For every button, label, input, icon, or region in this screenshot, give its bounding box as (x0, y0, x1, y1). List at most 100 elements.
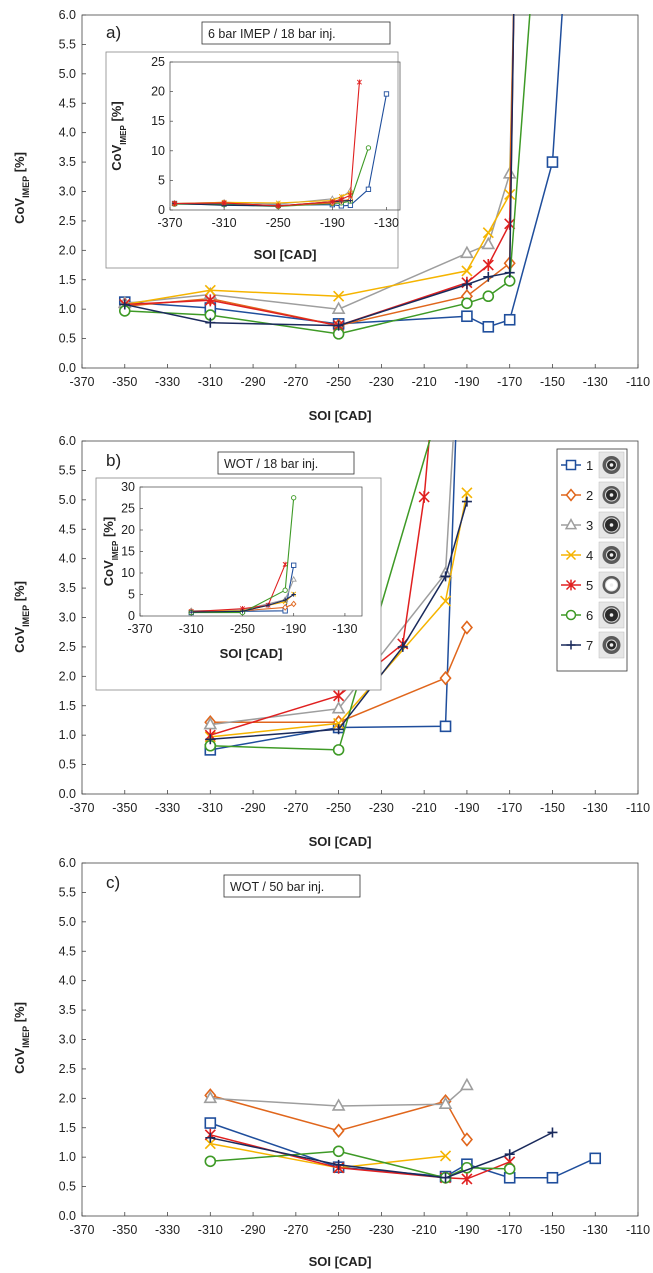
inset-x-axis-label: SOI [CAD] (254, 247, 317, 262)
inset-chart: 0 5 10 15 20 25 30 -370 -310 -250 -190 -130 SOI [CAD… (95, 477, 382, 691)
series-6-line (210, 440, 431, 751)
y-tick-label: 5.0 (59, 915, 76, 929)
legend-marker (565, 579, 577, 591)
y-tick-label: 1.5 (59, 699, 76, 713)
series-7-point (547, 1127, 558, 1138)
series-7-point (205, 734, 216, 745)
nozzle-hole (609, 583, 614, 587)
series-3-point (438, 1096, 453, 1110)
series-6-point (282, 587, 288, 593)
series-3-point (331, 701, 346, 714)
series-6-point (365, 145, 372, 151)
series-3-line (210, 1084, 468, 1107)
x-tick-label: -250 (326, 1223, 351, 1237)
x-tick-label: -330 (155, 375, 180, 389)
inset-y-tick-label: 15 (121, 545, 135, 559)
inset-x-tick-label: -130 (374, 216, 399, 230)
series-7-point (265, 603, 271, 608)
legend-marker (566, 640, 576, 650)
inset-box (95, 477, 382, 691)
series-6-point (461, 297, 473, 310)
series-5-point (282, 561, 288, 568)
y-tick-label: 3.0 (59, 1033, 76, 1047)
annotation-text: WOT / 50 bar inj. (230, 880, 324, 894)
series-5-point (204, 294, 216, 307)
legend-label: 3 (586, 518, 593, 533)
x-tick-label: -170 (497, 1223, 522, 1237)
series-3-point (460, 245, 474, 259)
y-tick-label: 0.5 (59, 758, 76, 772)
x-tick-label: -170 (497, 375, 522, 389)
x-tick-label: -130 (583, 375, 608, 389)
nozzle-7-icon (598, 631, 625, 659)
inset-y-tick-label: 10 (151, 144, 165, 158)
y-tick-label: 0.5 (59, 332, 76, 346)
nozzle-hole (609, 463, 614, 467)
annotation-box (217, 451, 355, 475)
legend-label: 6 (586, 608, 593, 623)
y-axis-label: CoVIMEP [%] (12, 152, 31, 224)
nozzle-2-icon (598, 481, 625, 509)
inset-y-tick-label: 15 (151, 114, 165, 128)
series-5-point (329, 199, 335, 205)
y-tick-label: 5.0 (59, 67, 76, 81)
legend-entry-2: 2 (561, 481, 625, 509)
series-5-point (221, 200, 227, 206)
y-tick-label: 2.0 (59, 1091, 76, 1105)
series-1-point (461, 310, 473, 323)
series-4-point (461, 487, 473, 499)
series-7 (205, 1127, 558, 1183)
annotation-box (201, 21, 391, 45)
x-tick-label: -170 (497, 801, 522, 815)
plot-frame (81, 862, 639, 1217)
series-3-point (203, 716, 218, 730)
series-6-point (332, 744, 345, 756)
y-tick-label: 1.0 (59, 302, 76, 316)
nozzle-3-icon (598, 511, 625, 539)
series-4-point (333, 717, 345, 729)
series-7-point (440, 1172, 451, 1183)
legend-entry-7: 7 (561, 631, 625, 659)
series-1-point (439, 720, 452, 733)
series-3-point (331, 301, 346, 314)
series-3-point (460, 1077, 474, 1091)
inset-y-tick-label: 20 (121, 523, 135, 537)
y-axis-label-unit: [%] (12, 1002, 27, 1026)
nozzle-hole (609, 493, 614, 497)
series-7-point (189, 609, 194, 615)
legend-marker (564, 518, 578, 530)
x-tick-label: -210 (412, 801, 437, 815)
series-6 (188, 495, 297, 616)
x-tick-label: -290 (241, 801, 266, 815)
series-5-point (418, 490, 430, 503)
y-tick-label: 1.0 (59, 728, 76, 742)
inset-y-tick-label: 20 (151, 85, 165, 99)
y-tick-label: 4.0 (59, 552, 76, 566)
legend-marker (565, 459, 577, 471)
y-tick-label: 4.5 (59, 522, 76, 536)
x-tick-label: -230 (369, 801, 394, 815)
legend-entry-3: 3 (561, 511, 625, 539)
y-axis-label-sub: IMEP (21, 1026, 31, 1048)
series-6-point (332, 1145, 345, 1158)
nozzle-hole (609, 643, 614, 647)
inset-y-axis-label-main: CoV (109, 144, 124, 170)
y-tick-label: 1.0 (59, 1150, 76, 1164)
inset-y-axis-label-sub: IMEP (119, 124, 128, 144)
x-tick-label: -290 (241, 1223, 266, 1237)
series-5-point (338, 196, 344, 202)
y-axis-label-main: CoV (12, 198, 27, 224)
series-5-point (171, 200, 178, 207)
series-2-line (210, 627, 468, 723)
x-tick-label: -370 (69, 375, 94, 389)
series-7-point (397, 641, 408, 652)
y-tick-label: 3.5 (59, 1003, 76, 1017)
legend-label: 5 (586, 578, 593, 593)
legend-marker (565, 609, 577, 621)
y-tick-label: 2.5 (59, 640, 76, 654)
inset-x-axis-label: SOI [CAD] (220, 646, 283, 661)
inset-y-tick-label: 25 (121, 502, 135, 516)
x-tick-label: -150 (540, 1223, 565, 1237)
x-tick-label: -190 (454, 1223, 479, 1237)
